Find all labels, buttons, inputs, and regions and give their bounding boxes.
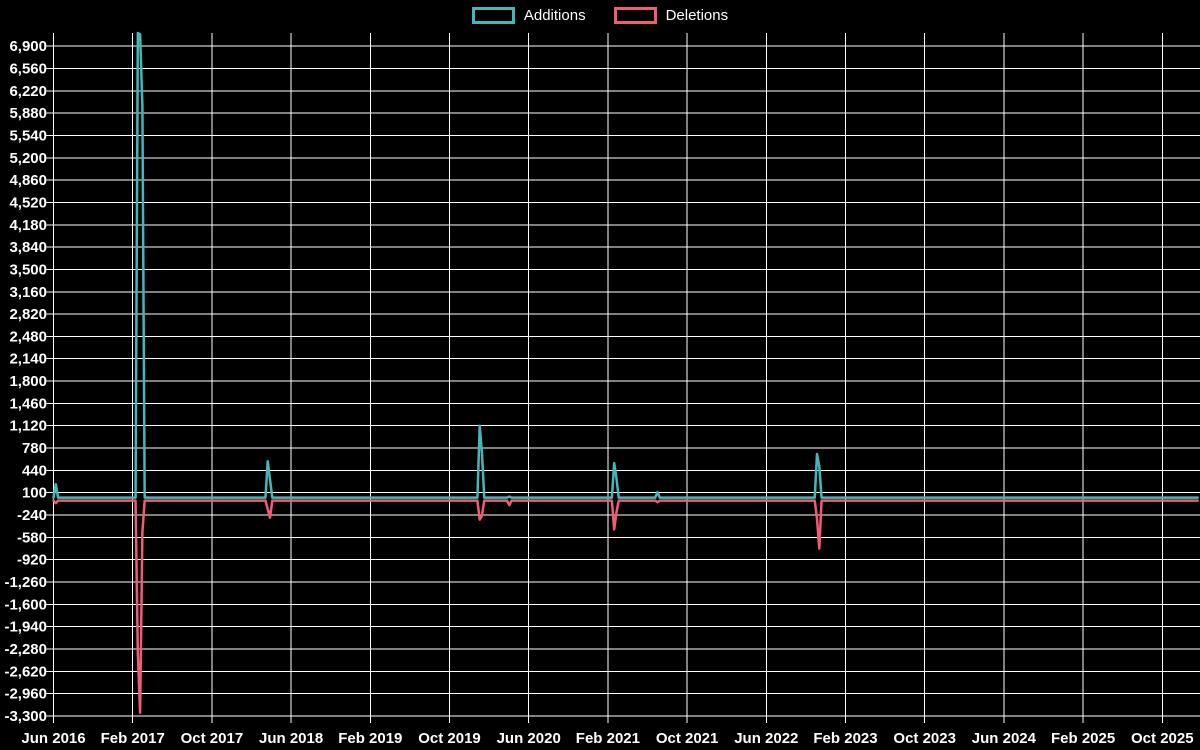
svg-text:-580: -580 [17, 529, 47, 546]
svg-text:Feb 2019: Feb 2019 [338, 730, 402, 747]
svg-text:Jun 2024: Jun 2024 [972, 730, 1037, 747]
svg-text:3,500: 3,500 [9, 261, 47, 278]
svg-text:Oct 2019: Oct 2019 [418, 730, 481, 747]
svg-text:5,200: 5,200 [9, 150, 47, 167]
svg-text:Jun 2020: Jun 2020 [497, 730, 561, 747]
svg-text:1,120: 1,120 [9, 418, 47, 435]
svg-text:1,800: 1,800 [9, 373, 47, 390]
svg-text:-240: -240 [17, 507, 47, 524]
svg-text:2,820: 2,820 [9, 306, 47, 323]
svg-text:Feb 2017: Feb 2017 [101, 730, 165, 747]
legend-label-additions: Additions [523, 7, 586, 24]
svg-text:5,540: 5,540 [9, 127, 47, 144]
svg-text:6,560: 6,560 [9, 61, 47, 78]
svg-text:-1,600: -1,600 [4, 596, 47, 613]
svg-text:3,160: 3,160 [9, 284, 47, 301]
deletions-swatch-icon [613, 7, 657, 24]
svg-text:Feb 2025: Feb 2025 [1051, 730, 1115, 747]
svg-text:440: 440 [22, 462, 47, 479]
svg-text:-920: -920 [17, 552, 47, 569]
svg-text:2,140: 2,140 [9, 351, 47, 368]
svg-text:Oct 2021: Oct 2021 [656, 730, 719, 747]
legend-item-additions[interactable]: Additions [471, 7, 586, 24]
svg-text:Jun 2018: Jun 2018 [259, 730, 323, 747]
svg-text:Oct 2023: Oct 2023 [893, 730, 956, 747]
svg-text:3,840: 3,840 [9, 239, 47, 256]
svg-text:-2,620: -2,620 [4, 663, 47, 680]
svg-text:5,880: 5,880 [9, 105, 47, 122]
chart-legend: Additions Deletions [0, 7, 1200, 24]
svg-text:-3,300: -3,300 [4, 708, 47, 725]
svg-text:Oct 2017: Oct 2017 [181, 730, 244, 747]
svg-text:6,220: 6,220 [9, 83, 47, 100]
legend-item-deletions[interactable]: Deletions [613, 7, 729, 24]
additions-swatch-icon [471, 7, 515, 24]
svg-text:2,480: 2,480 [9, 328, 47, 345]
svg-text:Feb 2023: Feb 2023 [813, 730, 877, 747]
legend-label-deletions: Deletions [665, 7, 729, 24]
svg-text:6,900: 6,900 [9, 38, 47, 55]
svg-text:-2,280: -2,280 [4, 641, 47, 658]
svg-text:Jun 2022: Jun 2022 [734, 730, 798, 747]
svg-text:780: 780 [22, 440, 47, 457]
svg-text:Jun 2016: Jun 2016 [21, 730, 85, 747]
svg-text:4,180: 4,180 [9, 217, 47, 234]
svg-text:4,860: 4,860 [9, 172, 47, 189]
svg-text:-1,940: -1,940 [4, 619, 47, 636]
svg-text:Feb 2021: Feb 2021 [576, 730, 640, 747]
svg-text:-2,960: -2,960 [4, 686, 47, 703]
svg-text:4,520: 4,520 [9, 194, 47, 211]
svg-text:1,460: 1,460 [9, 395, 47, 412]
svg-text:-1,260: -1,260 [4, 574, 47, 591]
svg-text:100: 100 [22, 485, 47, 502]
svg-text:Oct 2025: Oct 2025 [1131, 730, 1194, 747]
